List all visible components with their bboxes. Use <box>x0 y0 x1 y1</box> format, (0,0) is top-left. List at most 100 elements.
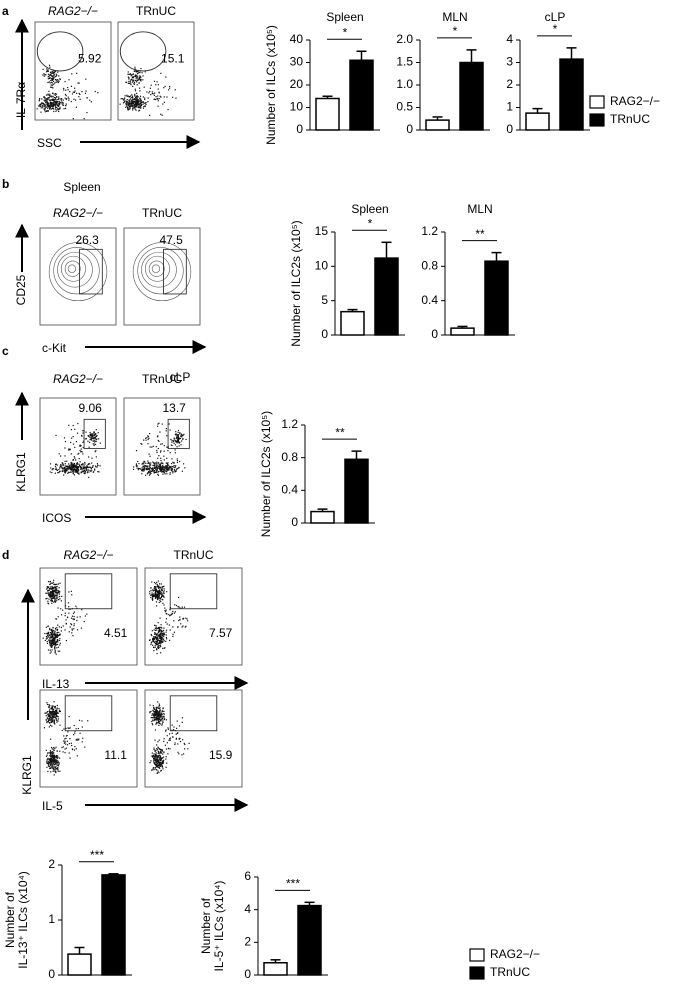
cell-dot <box>45 749 47 751</box>
cell-dot <box>57 635 59 637</box>
cell-dot <box>46 642 49 645</box>
cell-dot <box>63 728 65 730</box>
cell-dot <box>157 756 159 758</box>
cell-dot <box>36 108 38 110</box>
cell-dot <box>95 429 97 431</box>
cell-dot <box>65 89 67 91</box>
cell-dot <box>56 715 58 717</box>
cell-dot <box>180 433 182 435</box>
cell-dot <box>73 456 75 458</box>
cell-dot <box>162 708 164 710</box>
cell-dot <box>61 98 63 100</box>
cell-dot <box>135 106 137 108</box>
cell-dot <box>57 607 59 609</box>
cell-dot <box>156 744 158 746</box>
cell-dot <box>55 583 57 586</box>
cell-dot <box>141 443 143 445</box>
cell-dot <box>56 583 58 585</box>
cell-dot <box>54 714 56 716</box>
cell-dot <box>132 100 134 102</box>
cell-dot <box>51 75 53 77</box>
cell-dot <box>150 642 152 644</box>
cell-dot <box>81 466 83 468</box>
cell-dot <box>55 590 57 592</box>
cell-dot <box>47 105 49 107</box>
cell-dot <box>160 639 162 641</box>
cell-dot <box>59 724 61 726</box>
cell-dot <box>54 644 56 646</box>
cell-dot <box>51 104 53 106</box>
cell-dot <box>157 622 159 624</box>
cell-dot <box>83 620 85 623</box>
legend-label: TRnUC <box>490 965 530 979</box>
cell-dot <box>147 443 149 445</box>
cell-dot <box>53 701 55 703</box>
cell-dot <box>51 640 53 642</box>
cell-dot <box>152 714 155 716</box>
cell-dot <box>141 463 144 465</box>
cell-dot <box>75 748 77 750</box>
cell-dot <box>134 88 136 90</box>
cell-dot <box>83 465 85 467</box>
cell-dot <box>126 94 128 96</box>
cell-dot <box>133 70 136 72</box>
cell-dot <box>55 653 57 655</box>
cell-dot <box>157 88 159 90</box>
cell-dot <box>42 105 44 107</box>
cell-dot <box>51 631 53 633</box>
cell-dot <box>51 705 53 707</box>
cell-dot <box>74 90 76 92</box>
cell-dot <box>164 85 166 88</box>
cell-dot <box>77 472 79 474</box>
cell-dot <box>54 472 56 474</box>
cell-dot <box>177 596 180 599</box>
panel-label: b <box>2 177 9 191</box>
panel-label: c <box>2 344 9 358</box>
cell-dot <box>53 720 55 722</box>
cell-dot <box>153 629 155 631</box>
cell-dot <box>94 436 96 438</box>
cell-dot <box>161 766 164 768</box>
cell-dot <box>51 635 54 637</box>
cell-dot <box>156 627 158 629</box>
cell-dot <box>74 470 76 472</box>
cell-dot <box>134 103 136 105</box>
cell-dot <box>145 474 147 476</box>
cell-dot <box>47 78 49 80</box>
cell-dot <box>57 765 59 767</box>
cell-dot <box>162 629 165 632</box>
cell-dot <box>72 443 75 445</box>
cell-dot <box>141 469 143 471</box>
cell-dot <box>151 470 153 472</box>
cell-dot <box>156 461 158 463</box>
cell-dot <box>80 448 82 450</box>
cell-dot <box>153 470 156 472</box>
cell-dot <box>138 82 140 84</box>
cell-dot <box>161 762 163 764</box>
cell-dot <box>50 764 52 767</box>
cell-dot <box>157 592 159 594</box>
cell-dot <box>51 761 53 764</box>
cell-dot <box>162 462 164 465</box>
cell-dot <box>54 719 56 721</box>
cell-dot <box>137 96 139 98</box>
cell-dot <box>167 450 169 452</box>
cell-dot <box>49 587 51 590</box>
cell-dot <box>64 455 66 457</box>
cell-dot <box>52 748 54 750</box>
cell-dot <box>157 701 159 703</box>
cell-dot <box>176 461 179 464</box>
cell-dot <box>54 635 57 637</box>
cell-dot <box>80 467 82 469</box>
cell-dot <box>55 717 57 719</box>
cell-dot <box>170 466 172 469</box>
cell-dot <box>135 464 137 466</box>
y-tick-label: 2 <box>506 77 513 91</box>
cell-dot <box>160 635 162 638</box>
cell-dot <box>48 81 50 83</box>
cell-dot <box>165 612 167 615</box>
cell-dot <box>149 704 151 706</box>
cell-dot <box>90 439 93 441</box>
cell-dot <box>43 96 45 98</box>
cell-dot <box>90 101 92 103</box>
